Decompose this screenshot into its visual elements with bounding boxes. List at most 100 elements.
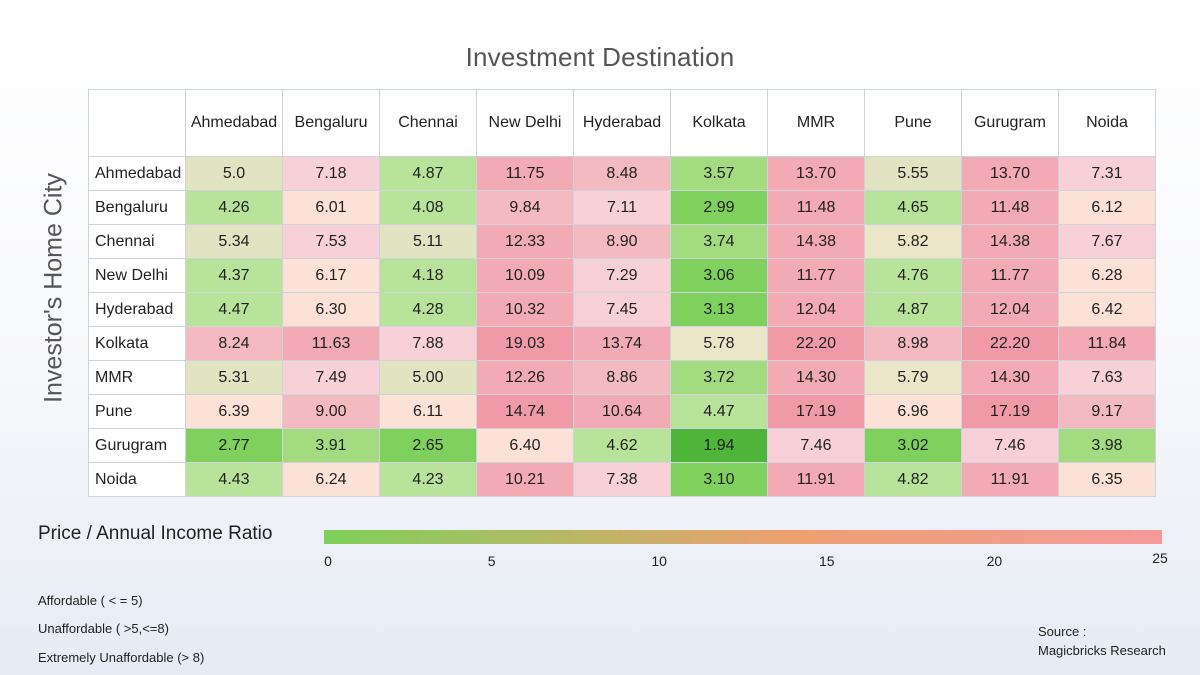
heatmap-cell-chennai-hyderabad: 8.90 bbox=[573, 224, 671, 259]
row-header-hyderabad: Hyderabad bbox=[88, 292, 186, 327]
heatmap-corner bbox=[88, 89, 186, 157]
heatmap-cell-new-delhi-pune: 4.76 bbox=[864, 258, 962, 293]
heatmap-cell-hyderabad-ahmedabad: 4.47 bbox=[185, 292, 283, 327]
heatmap-cell-gurugram-bengaluru: 3.91 bbox=[282, 428, 380, 463]
heatmap-cell-new-delhi-bengaluru: 6.17 bbox=[282, 258, 380, 293]
heatmap-row-chennai: Chennai 5.34 7.53 5.11 12.33 8.90 3.74 14.38 5.8… bbox=[88, 224, 1156, 259]
color-scale-tick-20: 20 bbox=[986, 553, 1003, 569]
heatmap-cell-mmr-chennai: 5.00 bbox=[379, 360, 477, 395]
column-header-new-delhi: New Delhi bbox=[476, 89, 574, 157]
heatmap-cell-mmr-bengaluru: 7.49 bbox=[282, 360, 380, 395]
heatmap-cell-noida-chennai: 4.23 bbox=[379, 462, 477, 497]
heatmap-cell-ahmedabad-ahmedabad: 5.0 bbox=[185, 156, 283, 191]
heatmap-header-row: Ahmedabad Bengaluru Chennai New Delhi Hydera… bbox=[88, 89, 1156, 157]
heatmap-cell-bengaluru-kolkata: 2.99 bbox=[670, 190, 768, 225]
column-header-ahmedabad: Ahmedabad bbox=[185, 89, 283, 157]
row-header-new-delhi: New Delhi bbox=[88, 258, 186, 293]
column-header-pune: Pune bbox=[864, 89, 962, 157]
heatmap-cell-chennai-gurugram: 14.38 bbox=[961, 224, 1059, 259]
heatmap-cell-kolkata-kolkata: 5.78 bbox=[670, 326, 768, 361]
heatmap-cell-noida-mmr: 11.91 bbox=[767, 462, 865, 497]
column-header-kolkata: Kolkata bbox=[670, 89, 768, 157]
heatmap-cell-pune-chennai: 6.11 bbox=[379, 394, 477, 429]
heatmap-row-hyderabad: Hyderabad 4.47 6.30 4.28 10.32 7.45 3.13 12.04 4… bbox=[88, 292, 1156, 327]
heatmap-cell-kolkata-pune: 8.98 bbox=[864, 326, 962, 361]
heatmap-cell-bengaluru-new-delhi: 9.84 bbox=[476, 190, 574, 225]
heatmap-row-noida: Noida 4.43 6.24 4.23 10.21 7.38 3.10 11.91 4.82 1… bbox=[88, 462, 1156, 497]
heatmap-cell-new-delhi-mmr: 11.77 bbox=[767, 258, 865, 293]
heatmap-cell-ahmedabad-gurugram: 13.70 bbox=[961, 156, 1059, 191]
heatmap-cell-gurugram-kolkata: 1.94 bbox=[670, 428, 768, 463]
row-header-bengaluru: Bengaluru bbox=[88, 190, 186, 225]
heatmap-cell-kolkata-hyderabad: 13.74 bbox=[573, 326, 671, 361]
heatmap-cell-ahmedabad-hyderabad: 8.48 bbox=[573, 156, 671, 191]
heatmap-cell-pune-kolkata: 4.47 bbox=[670, 394, 768, 429]
column-header-bengaluru: Bengaluru bbox=[282, 89, 380, 157]
heatmap-cell-gurugram-new-delhi: 6.40 bbox=[476, 428, 574, 463]
source-name: Magicbricks Research bbox=[1038, 643, 1166, 658]
row-header-gurugram: Gurugram bbox=[88, 428, 186, 463]
color-scale-tick-5: 5 bbox=[487, 553, 496, 569]
heatmap-table: Ahmedabad Bengaluru Chennai New Delhi Hydera… bbox=[88, 89, 1156, 497]
heatmap-cell-mmr-mmr: 14.30 bbox=[767, 360, 865, 395]
heatmap-cell-noida-kolkata: 3.10 bbox=[670, 462, 768, 497]
heatmap-cell-mmr-ahmedabad: 5.31 bbox=[185, 360, 283, 395]
heatmap-row-gurugram: Gurugram 2.77 3.91 2.65 6.40 4.62 1.94 7.46 3.02… bbox=[88, 428, 1156, 463]
heatmap-cell-ahmedabad-kolkata: 3.57 bbox=[670, 156, 768, 191]
heatmap-cell-noida-pune: 4.82 bbox=[864, 462, 962, 497]
heatmap-cell-mmr-gurugram: 14.30 bbox=[961, 360, 1059, 395]
column-header-noida: Noida bbox=[1058, 89, 1156, 157]
heatmap-body: Ahmedabad 5.0 7.18 4.87 11.75 8.48 3.57 13.70 5.… bbox=[88, 156, 1156, 497]
note-unaffordable: Unaffordable ( >5,<=8) bbox=[38, 621, 169, 636]
heatmap-cell-pune-ahmedabad: 6.39 bbox=[185, 394, 283, 429]
heatmap-cell-chennai-noida: 7.67 bbox=[1058, 224, 1156, 259]
chart-title: Investment Destination bbox=[465, 42, 735, 72]
color-scale-bar bbox=[324, 530, 1162, 544]
heatmap-cell-kolkata-gurugram: 22.20 bbox=[961, 326, 1059, 361]
heatmap-cell-noida-noida: 6.35 bbox=[1058, 462, 1156, 497]
heatmap-cell-bengaluru-ahmedabad: 4.26 bbox=[185, 190, 283, 225]
heatmap-cell-mmr-kolkata: 3.72 bbox=[670, 360, 768, 395]
heatmap-cell-bengaluru-bengaluru: 6.01 bbox=[282, 190, 380, 225]
heatmap-cell-noida-bengaluru: 6.24 bbox=[282, 462, 380, 497]
heatmap-cell-chennai-bengaluru: 7.53 bbox=[282, 224, 380, 259]
heatmap-cell-new-delhi-chennai: 4.18 bbox=[379, 258, 477, 293]
heatmap-cell-mmr-hyderabad: 8.86 bbox=[573, 360, 671, 395]
heatmap-row-new-delhi: New Delhi 4.37 6.17 4.18 10.09 7.29 3.06 11.77 4… bbox=[88, 258, 1156, 293]
column-header-hyderabad: Hyderabad bbox=[573, 89, 671, 157]
heatmap-cell-noida-new-delhi: 10.21 bbox=[476, 462, 574, 497]
heatmap-cell-new-delhi-kolkata: 3.06 bbox=[670, 258, 768, 293]
heatmap-cell-gurugram-pune: 3.02 bbox=[864, 428, 962, 463]
row-header-mmr: MMR bbox=[88, 360, 186, 395]
heatmap-cell-chennai-chennai: 5.11 bbox=[379, 224, 477, 259]
heatmap-cell-pune-bengaluru: 9.00 bbox=[282, 394, 380, 429]
color-scale-tick-10: 10 bbox=[651, 553, 667, 569]
heatmap-cell-ahmedabad-bengaluru: 7.18 bbox=[282, 156, 380, 191]
heatmap-cell-bengaluru-mmr: 11.48 bbox=[767, 190, 865, 225]
heatmap-cell-gurugram-hyderabad: 4.62 bbox=[573, 428, 671, 463]
heatmap-row-ahmedabad: Ahmedabad 5.0 7.18 4.87 11.75 8.48 3.57 13.70 5.… bbox=[88, 156, 1156, 191]
heatmap-cell-chennai-ahmedabad: 5.34 bbox=[185, 224, 283, 259]
heatmap-cell-bengaluru-noida: 6.12 bbox=[1058, 190, 1156, 225]
column-header-chennai: Chennai bbox=[379, 89, 477, 157]
heatmap-row-kolkata: Kolkata 8.24 11.63 7.88 19.03 13.74 5.78 22.20 8… bbox=[88, 326, 1156, 361]
heatmap-cell-noida-gurugram: 11.91 bbox=[961, 462, 1059, 497]
heatmap-cell-hyderabad-new-delhi: 10.32 bbox=[476, 292, 574, 327]
color-scale-tick-15: 15 bbox=[819, 553, 835, 569]
heatmap-cell-hyderabad-kolkata: 3.13 bbox=[670, 292, 768, 327]
heatmap-cell-pune-noida: 9.17 bbox=[1058, 394, 1156, 429]
heatmap-cell-hyderabad-bengaluru: 6.30 bbox=[282, 292, 380, 327]
heatmap-cell-chennai-mmr: 14.38 bbox=[767, 224, 865, 259]
heatmap-row-bengaluru: Bengaluru 4.26 6.01 4.08 9.84 7.11 2.99 11.48 4.… bbox=[88, 190, 1156, 225]
heatmap-row-pune: Pune 6.39 9.00 6.11 14.74 10.64 4.47 17.19 6.96 1… bbox=[88, 394, 1156, 429]
heatmap-cell-bengaluru-chennai: 4.08 bbox=[379, 190, 477, 225]
heatmap-cell-kolkata-new-delhi: 19.03 bbox=[476, 326, 574, 361]
heatmap-cell-hyderabad-chennai: 4.28 bbox=[379, 292, 477, 327]
heatmap-cell-noida-hyderabad: 7.38 bbox=[573, 462, 671, 497]
heatmap-cell-ahmedabad-chennai: 4.87 bbox=[379, 156, 477, 191]
heatmap-cell-pune-gurugram: 17.19 bbox=[961, 394, 1059, 429]
heatmap-cell-mmr-noida: 7.63 bbox=[1058, 360, 1156, 395]
heatmap-cell-gurugram-chennai: 2.65 bbox=[379, 428, 477, 463]
note-affordable: Affordable ( < = 5) bbox=[38, 593, 143, 608]
heatmap-cell-kolkata-bengaluru: 11.63 bbox=[282, 326, 380, 361]
